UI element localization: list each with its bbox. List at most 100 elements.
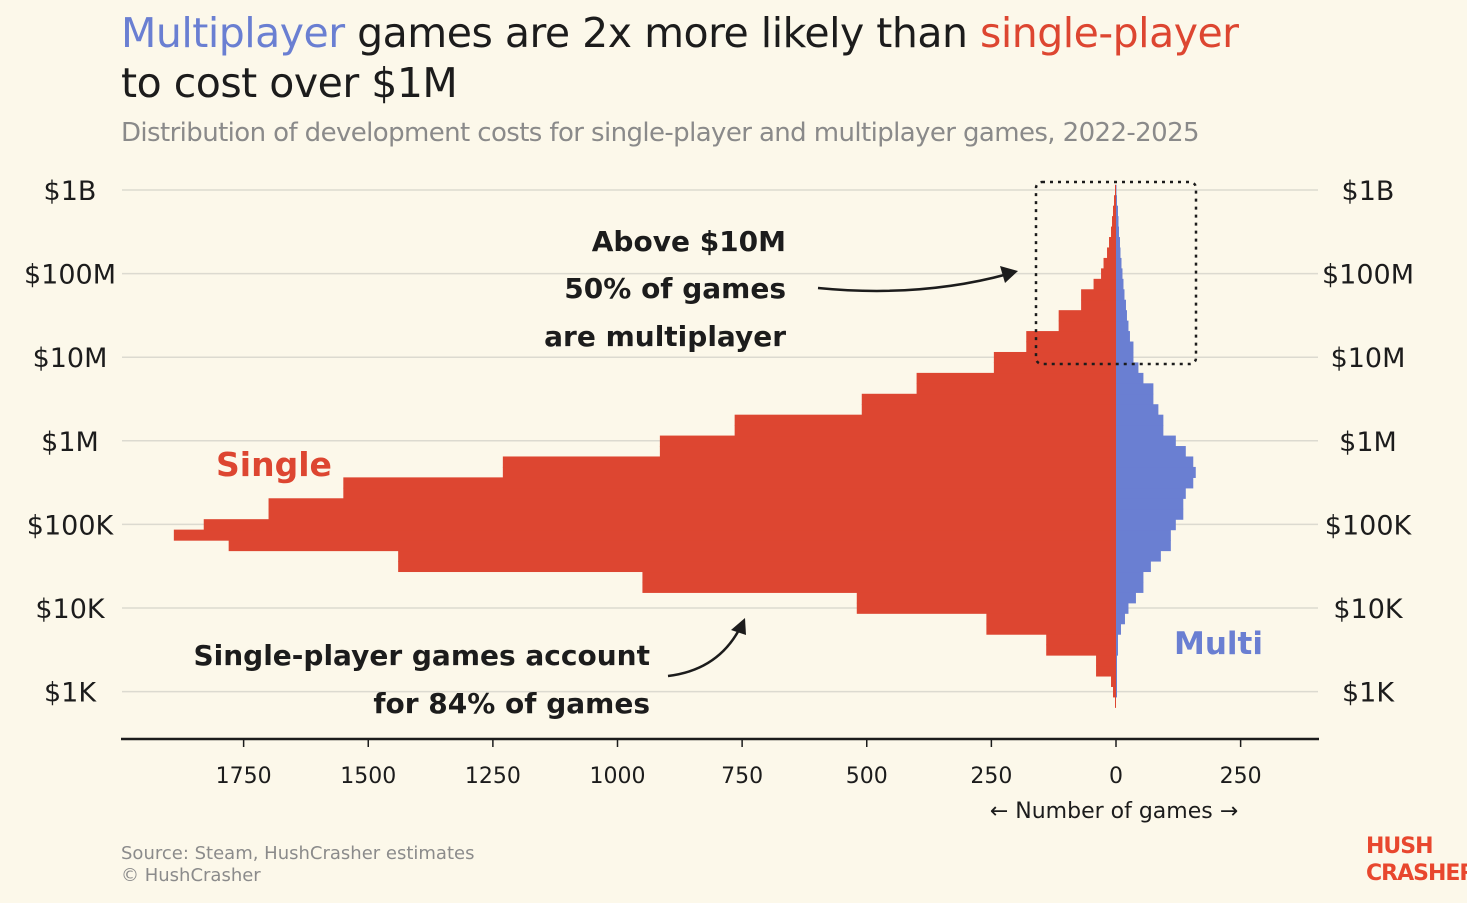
series-label-multi: Multi (1174, 626, 1263, 662)
single-bar (1046, 634, 1116, 646)
multi-bar (1116, 299, 1126, 311)
single-bar (1081, 299, 1116, 311)
multi-bar (1116, 613, 1125, 625)
single-bar (993, 351, 1116, 364)
source-text: Source: Steam, HushCrasher estimates (121, 843, 475, 864)
y-tick-label-right: $10K (1333, 594, 1404, 625)
single-bar (1081, 289, 1116, 301)
y-tick-label-left: $10M (33, 343, 108, 374)
single-bar (1096, 665, 1116, 677)
multi-bar (1116, 404, 1159, 416)
single-bar (1113, 205, 1116, 217)
annotation-above-line1: Above $10M (592, 225, 786, 258)
y-tick-label-right: $100K (1325, 510, 1413, 541)
title-line2: to cost over $1M (121, 59, 458, 107)
single-bar (986, 613, 1116, 625)
single-bar (856, 592, 1116, 604)
y-tick-label-left: $100K (27, 510, 115, 541)
y-tick-label-left: $1B (44, 176, 97, 207)
single-bar (1112, 216, 1116, 228)
single-bar (659, 435, 1116, 447)
single-bar (1111, 226, 1116, 238)
y-tick-label-right: $100M (1322, 260, 1414, 291)
multi-bar (1116, 623, 1121, 635)
multi-bar (1116, 529, 1171, 541)
multi-bar (1116, 247, 1121, 259)
multi-bar (1116, 446, 1186, 458)
x-tick-label: 750 (721, 764, 763, 789)
multi-bar (1116, 675, 1117, 687)
multi-bar (1116, 634, 1118, 646)
multi-bar (1116, 540, 1171, 552)
footer: Source: Steam, HushCrasher estimates © H… (121, 843, 474, 887)
annotation-arrowhead-bottom (731, 618, 746, 635)
annotation-single-line2: for 84% of games (373, 687, 650, 720)
single-bar (861, 393, 1116, 405)
multi-bar (1116, 351, 1134, 364)
highlight-box (1034, 180, 1198, 366)
single-bar (642, 571, 1116, 583)
single-bar (173, 529, 1116, 541)
title-middle: games are 2x more likely than (344, 9, 980, 57)
x-tick-label: 1750 (216, 764, 272, 789)
multi-bar (1116, 655, 1117, 667)
multi-bar (1116, 456, 1194, 468)
multi-bar (1116, 560, 1151, 573)
y-tick-label-left: $1K (44, 678, 97, 709)
multi-bar (1116, 466, 1196, 478)
multi-bar (1116, 665, 1117, 677)
multi-bar (1116, 216, 1119, 228)
single-bar (1103, 257, 1116, 269)
title-single-player: single-player (979, 9, 1239, 57)
single-bar (398, 560, 1116, 573)
single-bar (1111, 675, 1116, 687)
single-bar (1026, 341, 1116, 353)
multi-bar (1116, 331, 1130, 343)
y-tick-label-right: $1K (1342, 678, 1395, 709)
multi-bar (1116, 477, 1194, 489)
single-bar (1115, 184, 1116, 196)
annotation-arrow-bottom (667, 627, 742, 678)
multi-bar (1116, 592, 1136, 604)
single-bar (1109, 237, 1116, 249)
x-tick-label: 1000 (590, 764, 646, 789)
single-bar (1093, 278, 1116, 290)
single-bar (228, 540, 1117, 552)
multi-bar (1116, 372, 1144, 384)
x-tick-label: 250 (970, 764, 1012, 789)
single-bar (343, 487, 1116, 499)
multi-bar (1116, 226, 1119, 238)
single-bar (1113, 686, 1116, 698)
single-bar (659, 446, 1116, 458)
single-bar (343, 477, 1116, 489)
x-tick-label: 0 (1109, 764, 1123, 789)
single-bar (398, 550, 1116, 562)
single-bar (203, 519, 1116, 531)
multi-bar (1116, 289, 1125, 301)
single-bar (268, 498, 1116, 510)
chart-title: Multiplayer games are 2x more likely tha… (121, 8, 1239, 108)
multi-bar (1116, 320, 1129, 332)
single-bar (1096, 655, 1116, 667)
annotation-above-line3: are multiplayer (544, 320, 786, 353)
multi-bar (1116, 362, 1139, 374)
single-bar (502, 466, 1117, 478)
logo-line1: HUSH (1366, 834, 1434, 859)
single-bar (1107, 247, 1116, 259)
single-bar (1058, 310, 1116, 322)
multi-bar (1116, 435, 1176, 447)
multi-bar (1116, 195, 1117, 207)
x-tick-label: 500 (846, 764, 888, 789)
multi-bar (1116, 498, 1184, 510)
annotation-single-line1: Single-player games account (193, 639, 650, 672)
x-tick-label: 1250 (465, 764, 521, 789)
multi-bar (1116, 383, 1154, 395)
multi-bar (1116, 571, 1144, 583)
multi-bar (1116, 550, 1161, 562)
multi-bar (1116, 205, 1118, 217)
multi-bar (1116, 686, 1117, 698)
y-tick-label-left: $1M (41, 427, 99, 458)
single-bar (916, 383, 1116, 395)
single-bar (1026, 331, 1116, 343)
y-tick-label-right: $10M (1331, 343, 1406, 374)
